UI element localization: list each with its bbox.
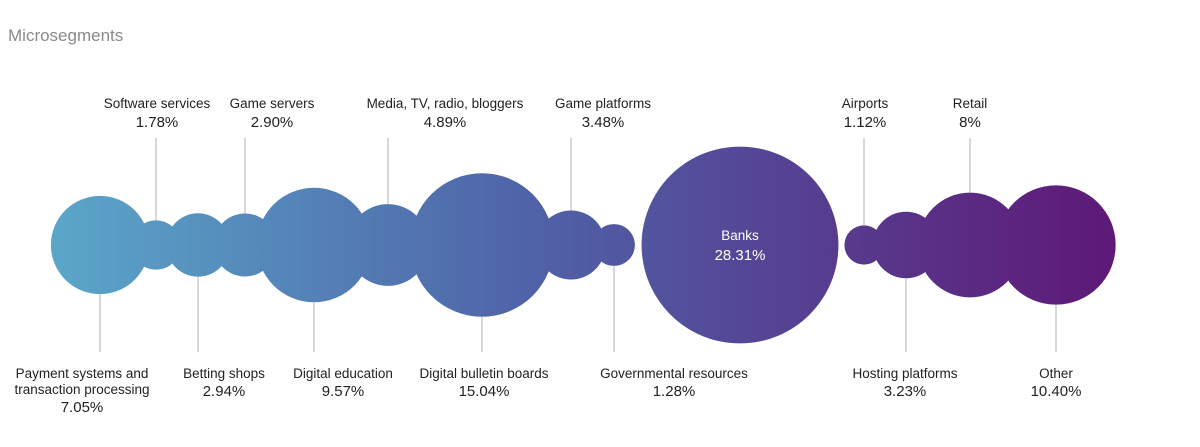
bubble-value: 4.89% [424,114,467,131]
bubble-value: 3.23% [884,383,927,400]
bubble-label: Airports [842,96,889,111]
bubble-other [996,185,1116,305]
bubble-digital-bulletin-boards [410,173,554,317]
bubble-value: 8% [959,114,981,131]
bubble-value: 2.94% [203,383,246,400]
chart-title: Microsegments [8,26,124,45]
bubble-retail [917,192,1023,298]
bubble-label: Payment systems and [16,366,149,381]
bubble-label: Game servers [230,96,315,111]
bubble-media-tv-radio-bloggers [347,204,429,286]
bubble-banks [641,146,839,344]
bubble-value: 1.78% [136,114,179,131]
bubble-value: 1.12% [844,114,887,131]
bubble-label: Hosting platforms [852,366,957,381]
bubble-betting-shops [166,213,230,277]
bubble-label: Betting shops [183,366,265,381]
bubble-airports [844,225,884,265]
bubble-label: Retail [953,96,988,111]
bubble-payment-systems-and-transaction-processing [50,195,150,295]
bubble-value: 1.28% [653,383,696,400]
bubble-digital-education [256,187,372,303]
bubble-label: transaction processing [14,382,149,397]
bubble-game-platforms [536,210,606,280]
bubble-governmental-resources [593,224,635,266]
bubble-value: 2.90% [251,114,294,131]
bubble-value: 15.04% [459,383,510,400]
bubble-software-services [131,220,181,270]
bubble-label: Game platforms [555,96,651,111]
bubble-label: Banks [721,228,759,243]
bubble-label: Media, TV, radio, bloggers [367,96,524,111]
bubble-label: Other [1039,366,1073,381]
bubble-value: 28.31% [715,247,766,264]
bubble-value: 9.57% [322,383,365,400]
bubble-label: Digital education [293,366,393,381]
bubble-label: Software services [104,96,211,111]
bubble-label: Governmental resources [600,366,748,381]
bubble-value: 3.48% [582,114,625,131]
bubble-label: Digital bulletin boards [419,366,548,381]
bubble-value: 10.40% [1031,383,1082,400]
bubble-value: 7.05% [61,399,104,416]
